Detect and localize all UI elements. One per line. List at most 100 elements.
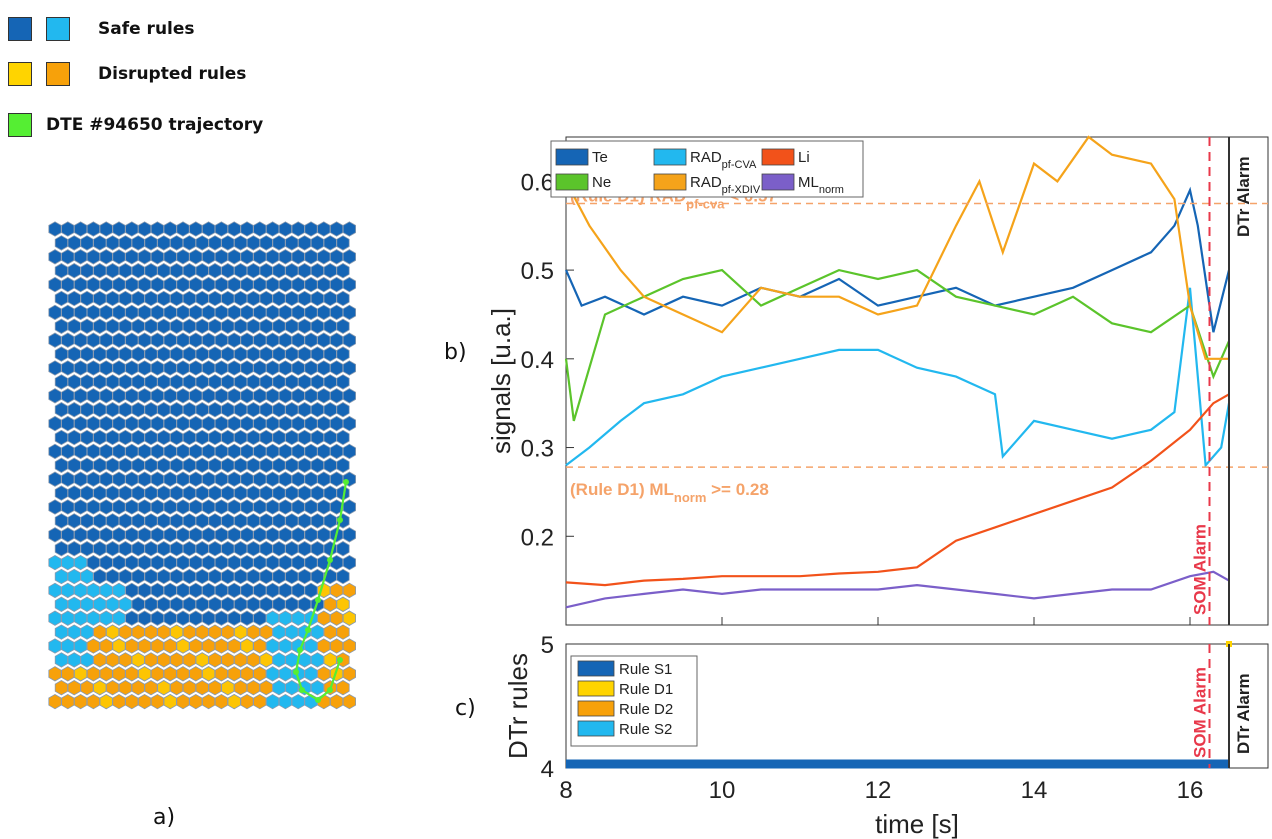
som-cell — [330, 471, 344, 487]
legend-label: RADpf-CVA — [690, 149, 757, 171]
som-cell — [144, 263, 158, 279]
som-cell — [330, 693, 344, 710]
y-tick-label: 0.6 — [521, 169, 554, 196]
som-cell — [208, 513, 222, 529]
som-cell — [240, 693, 254, 710]
y-axis-label-c: DTr rules — [503, 653, 533, 759]
som-cell — [336, 402, 350, 418]
som-cell — [266, 693, 280, 710]
som-cell — [336, 290, 350, 307]
som-cell — [240, 360, 254, 376]
som-cell — [266, 582, 280, 599]
som-cell — [208, 290, 222, 307]
threshold-label: (Rule D1) MLnorm >= 0.28 — [570, 480, 769, 505]
legend-b: Te RADpf-CVA Li Ne RADpf-XDIV MLnorm — [550, 140, 864, 198]
som-cell — [208, 680, 222, 696]
som-cell — [298, 235, 312, 251]
trajectory-point — [337, 517, 343, 523]
som-cell — [342, 415, 356, 432]
trajectory-point — [337, 657, 343, 663]
som-cell — [176, 610, 190, 626]
legend-label: Ne — [592, 174, 611, 191]
som-cell — [298, 457, 312, 473]
legend-swatch — [653, 148, 687, 166]
som-cell — [163, 388, 177, 404]
trajectory-point — [315, 597, 321, 603]
som-cell — [266, 638, 280, 654]
som-cell — [342, 582, 356, 599]
som-cell — [208, 402, 222, 418]
som-cell — [131, 402, 145, 418]
som-cell — [266, 249, 280, 265]
som-cell — [336, 568, 350, 585]
som-cell — [176, 693, 190, 710]
som-cell — [163, 471, 177, 487]
som-cell — [176, 332, 190, 348]
dtr-alarm-label-c: DTr Alarm — [1234, 673, 1253, 754]
som-cell — [298, 374, 312, 390]
legend-label: Li — [798, 149, 810, 166]
som-cell — [342, 554, 356, 571]
som-cell — [266, 415, 280, 432]
trajectory-label: DTE #94650 trajectory — [46, 115, 264, 135]
som-cell — [336, 429, 350, 446]
som-cell — [176, 276, 190, 293]
som-cell — [144, 680, 158, 696]
som-cell — [240, 471, 254, 487]
som-cell — [330, 276, 344, 293]
legend-c-swatch — [577, 660, 615, 677]
som-cell — [227, 666, 241, 682]
som-cell — [144, 513, 158, 529]
som-cell — [342, 666, 356, 682]
som-cell — [176, 582, 190, 599]
som-cell — [330, 582, 344, 599]
som-cell — [330, 388, 344, 404]
som-cell — [195, 596, 209, 612]
som-cell — [227, 554, 241, 571]
y-tick-label: 5 — [541, 632, 554, 659]
dtr-alarm-label: DTr Alarm — [1234, 156, 1253, 237]
som-cell-yellow — [163, 693, 177, 710]
som-cell — [144, 485, 158, 501]
series-line-rad_pf-xdiv — [565, 135, 1229, 360]
som-cell — [227, 388, 241, 404]
som-cells — [48, 221, 356, 710]
som-cell — [266, 610, 280, 626]
som-cell — [131, 429, 145, 446]
som-cell — [266, 332, 280, 348]
som-cell — [163, 360, 177, 376]
som-cell — [227, 527, 241, 543]
som-cell — [208, 485, 222, 501]
som-cell — [208, 541, 222, 557]
som-cell — [131, 513, 145, 529]
som-cell — [336, 346, 350, 362]
som-cell — [240, 443, 254, 460]
som-cell — [144, 318, 158, 334]
som-cell — [208, 235, 222, 251]
som-cell — [144, 235, 158, 251]
som-cell — [195, 541, 209, 557]
trajectory-point — [293, 669, 299, 675]
som-cell — [208, 457, 222, 473]
som-cell — [195, 374, 209, 390]
legend-c-label: Rule S1 — [619, 661, 672, 678]
som-cell — [163, 638, 177, 654]
som-cell — [330, 304, 344, 321]
som-cell — [266, 388, 280, 404]
som-cell — [144, 652, 158, 668]
panel-label-a: a) — [153, 805, 176, 830]
som-cell — [163, 554, 177, 571]
som-cell — [266, 499, 280, 515]
som-cell — [298, 541, 312, 557]
som-cell-yellow — [240, 638, 254, 654]
som-cell — [266, 221, 280, 237]
som-cell — [240, 415, 254, 432]
som-cell — [330, 249, 344, 265]
som-cell — [195, 485, 209, 501]
som-cell — [240, 582, 254, 599]
som-cell — [227, 638, 241, 654]
legend-label: RADpf-XDIV — [690, 174, 761, 196]
som-cell — [176, 471, 190, 487]
som-alarm-label: SOM Alarm — [1191, 524, 1210, 615]
som-cell — [342, 276, 356, 293]
